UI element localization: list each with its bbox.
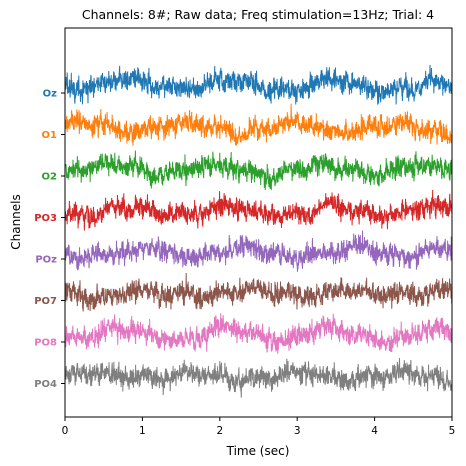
- x-tick-label: 4: [371, 425, 378, 437]
- x-tick-label: 2: [216, 425, 223, 437]
- plot-frame: [64, 27, 453, 418]
- trace-poz: [65, 230, 452, 272]
- trace-o2: [65, 150, 452, 191]
- channel-label-o2: O2: [42, 172, 58, 183]
- channel-label-po3: PO3: [34, 213, 57, 224]
- trace-o1: [65, 103, 452, 146]
- x-tick-label: 1: [139, 425, 146, 437]
- trace-po7: [65, 272, 452, 312]
- y-axis-label: Channels: [9, 194, 23, 250]
- channel-labels: Oz O1 O2 PO3 POz PO7 PO8 PO4: [34, 89, 65, 390]
- x-axis-ticks: 0 1 2 3 4 5: [62, 417, 456, 437]
- trace-po8: [65, 313, 452, 354]
- channel-label-poz: POz: [35, 255, 57, 266]
- channel-label-po4: PO4: [34, 379, 57, 390]
- trace-po3: [65, 189, 452, 231]
- x-tick-label: 0: [62, 425, 69, 437]
- trace-po4: [65, 358, 452, 398]
- channel-label-po8: PO8: [34, 338, 57, 349]
- channel-label-oz: Oz: [43, 89, 58, 100]
- x-axis-label: Time (sec): [226, 444, 290, 458]
- x-tick-label: 3: [294, 425, 301, 437]
- channel-label-o1: O1: [42, 130, 58, 141]
- channel-label-po7: PO7: [34, 296, 57, 307]
- x-tick-label: 5: [449, 425, 456, 437]
- signal-traces: [65, 64, 452, 398]
- trace-oz: [65, 64, 452, 105]
- chart-title: Channels: 8#; Raw data; Freq stimulation…: [82, 7, 434, 22]
